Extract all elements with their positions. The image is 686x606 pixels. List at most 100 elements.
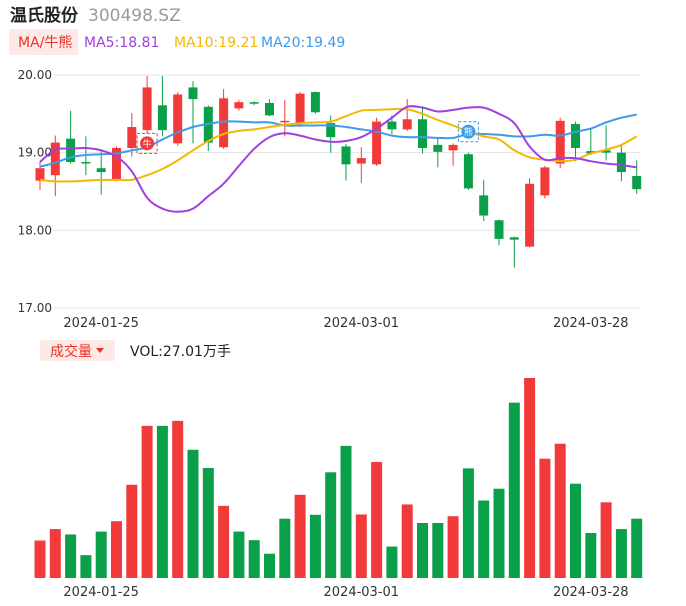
volume-bar: [248, 540, 260, 578]
volume-bar: [417, 523, 428, 578]
volume-bar: [462, 468, 474, 578]
price-tick-label: 19.00: [18, 146, 52, 160]
stock-name: 温氏股份: [10, 5, 79, 26]
volume-bar: [371, 461, 383, 578]
candle-body: [540, 167, 550, 196]
volume-bar: [49, 529, 61, 578]
candle-body: [387, 121, 397, 130]
candle-body: [448, 144, 458, 151]
price-gridlines: [54, 74, 640, 309]
chevron-down-icon[interactable]: [96, 348, 104, 353]
candle-body: [66, 138, 76, 162]
volume-legend: 成交量 VOL:27.01万手: [40, 340, 231, 361]
price-date-label: 2024-03-01: [324, 316, 400, 331]
volume-bar: [218, 505, 230, 578]
candle-body: [356, 158, 366, 164]
candle-body: [555, 120, 565, 164]
candle-body: [525, 183, 535, 247]
volume-x-axis: 2024-01-25 2024-03-01 2024-03-28: [63, 585, 628, 600]
volume-bar: [447, 516, 459, 578]
candle-body: [188, 87, 198, 100]
volume-bar: [34, 540, 46, 578]
bull-bear-markers: 牛熊: [136, 121, 479, 154]
volume-bar: [126, 484, 138, 578]
candle-body: [616, 152, 626, 173]
volume-bar: [309, 514, 321, 578]
bear-marker-label: 熊: [464, 126, 473, 138]
volume-bar: [202, 468, 214, 578]
candle-body: [418, 119, 427, 149]
price-x-axis: 2024-01-25 2024-03-01 2024-03-28: [63, 316, 628, 331]
candle-body: [601, 150, 611, 153]
price-tick-label: 20.00: [18, 68, 52, 82]
volume-bar: [615, 529, 627, 578]
volume-bar: [325, 472, 337, 578]
volume-bar: [585, 533, 597, 578]
volume-bar: [524, 378, 536, 578]
price-date-label: 2024-01-25: [63, 316, 139, 331]
volume-selector-label[interactable]: 成交量: [50, 343, 92, 360]
volume-bar: [631, 518, 643, 578]
volume-bar: [386, 546, 398, 578]
volume-bar: [493, 488, 505, 578]
ma20-line: [39, 113, 637, 168]
volume-bar: [432, 523, 444, 578]
candle-body: [463, 154, 473, 189]
candle-body: [157, 105, 167, 131]
candle-body: [402, 119, 412, 130]
ma10-legend: MA10:19.21: [174, 35, 258, 51]
indicator-selector-bg[interactable]: [9, 29, 78, 55]
bull-marker[interactable]: 牛: [136, 132, 158, 154]
volume-date-label: 2024-03-28: [553, 585, 629, 600]
candle-body: [96, 168, 106, 173]
price-tick-label: 18.00: [18, 223, 52, 237]
moving-average-lines: [39, 105, 638, 213]
candle-body: [586, 151, 596, 154]
price-tick-label: 17.00: [18, 301, 52, 315]
volume-bar: [600, 502, 612, 578]
volume-bar: [508, 402, 520, 578]
bear-marker[interactable]: 熊: [457, 121, 479, 143]
candle-body: [372, 121, 382, 165]
ma10-line: [39, 107, 638, 183]
candle-body: [494, 220, 504, 239]
volume-bar: [187, 449, 199, 578]
volume-bar: [355, 514, 367, 578]
candle-body: [295, 93, 305, 124]
volume-date-label: 2024-03-01: [324, 585, 400, 600]
candle-body: [571, 123, 580, 149]
price-legend: MA/牛熊 MA5:18.81 MA10:19.21 MA20:19.49: [9, 29, 345, 55]
volume-bar: [570, 483, 581, 578]
candle-body: [173, 94, 183, 144]
candle-body: [81, 161, 91, 164]
bull-marker-frame: [136, 132, 158, 154]
bear-marker-badge: [461, 124, 476, 139]
stock-code: 300498.SZ: [88, 6, 181, 26]
volume-value-label: VOL:27.01万手: [130, 344, 231, 360]
ma5-line: [39, 105, 637, 213]
candlestick-series: [35, 75, 642, 268]
bull-marker-badge: [140, 136, 155, 151]
bull-marker-label: 牛: [143, 138, 152, 150]
volume-bar: [111, 521, 122, 578]
volume-bar: [340, 445, 352, 578]
volume-bar: [141, 425, 153, 578]
volume-bar: [172, 420, 184, 578]
candle-body: [265, 102, 274, 116]
indicator-selector-label[interactable]: MA/牛熊: [18, 35, 72, 51]
volume-bar: [279, 518, 291, 578]
volume-bar: [264, 553, 275, 578]
volume-bar: [156, 425, 168, 578]
candle-body: [326, 123, 336, 138]
candle-body: [341, 146, 351, 165]
volume-selector-bg[interactable]: [40, 340, 115, 361]
candle-body: [142, 87, 152, 131]
ma5-legend: MA5:18.81: [84, 35, 159, 51]
candle-body: [127, 127, 137, 149]
volume-bar: [401, 504, 413, 578]
candle-body: [50, 142, 60, 176]
price-date-label: 2024-03-28: [553, 316, 629, 331]
volume-bar: [478, 500, 490, 578]
bear-marker-frame: [457, 121, 479, 143]
